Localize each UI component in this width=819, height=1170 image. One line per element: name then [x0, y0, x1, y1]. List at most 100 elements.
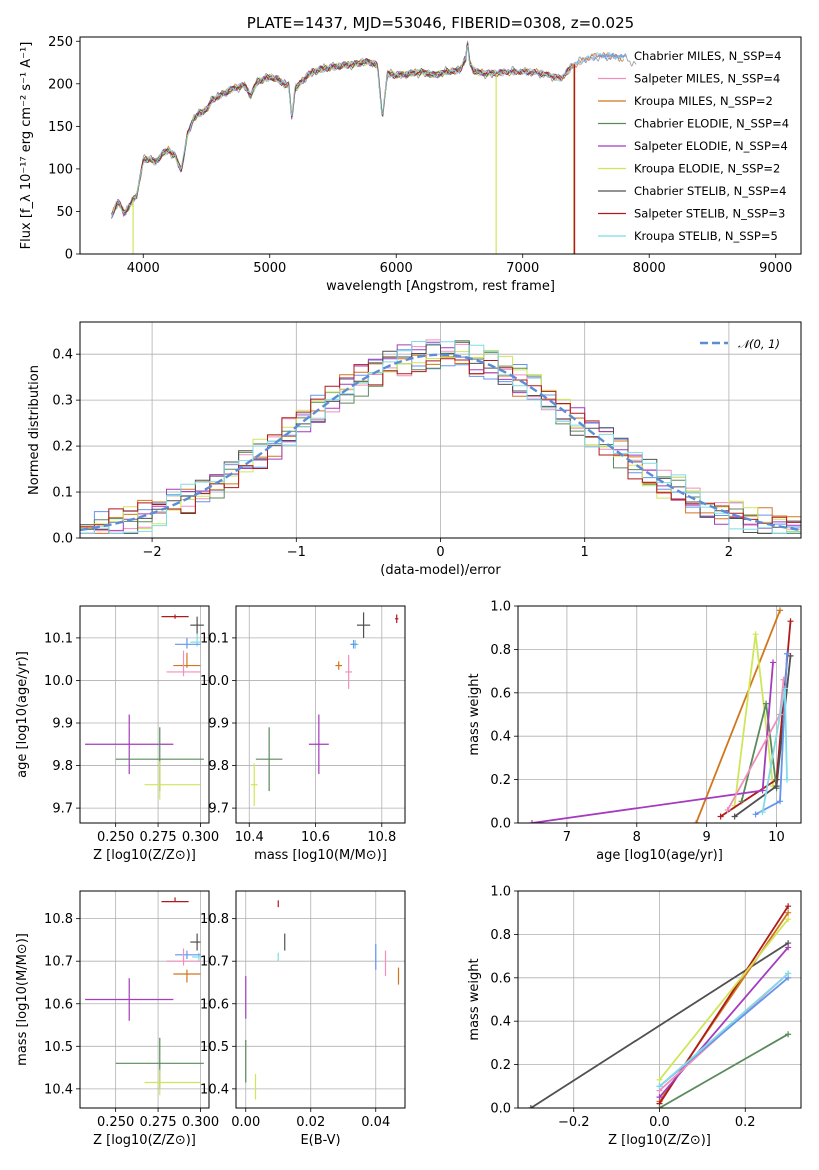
- mass-weight-marker: [528, 820, 535, 823]
- mass-weight-marker: [787, 618, 794, 625]
- mass_weight_vs_Z-ytick-label: 1.0: [490, 885, 511, 900]
- mass_weight_vs_Z-xtick-label: −0.2: [558, 1115, 590, 1130]
- mass-weight-marker: [752, 631, 759, 638]
- spectrum-xtick-label: 5000: [253, 261, 286, 276]
- spectrum-frame: [79, 36, 802, 255]
- mass-weight-marker: [785, 916, 792, 923]
- mass_weight_vs_Z-axes: −0.2 0.0 0.2 0.0 0.2 0.4 0.6 0.8 1.0: [490, 885, 801, 1130]
- residuals-ylabel: Normed distribution: [27, 365, 42, 495]
- spectrum-title: PLATE=1437, MJD=53046, FIBERID=0308, z=0…: [247, 14, 634, 32]
- model-spectrum-line: [111, 45, 625, 215]
- mass-weight-marker: [738, 798, 745, 805]
- mass-weight-marker: [656, 1094, 663, 1101]
- mass_vs_ebv-ytick-label: 10.4: [200, 1082, 229, 1097]
- mass-weight-line: [659, 1033, 789, 1108]
- legend-label: Salpeter ELODIE, N_SSP=4: [634, 139, 788, 153]
- mass-weight-marker: [787, 652, 794, 659]
- age_vs_Z-xtick-label: 0.300: [182, 830, 219, 845]
- mass-weight-marker: [527, 1105, 534, 1108]
- spectrum-ylabel: Flux [f_λ 10⁻¹⁷ erg cm⁻² s⁻¹ A⁻¹]: [19, 42, 34, 250]
- mass_vs_ebv-ytick-label: 10.8: [200, 912, 229, 927]
- mass_weight_vs_age-xtick-label: 9: [703, 830, 711, 845]
- mass_weight_vs_age-xtick-label: 8: [633, 830, 641, 845]
- mass_vs_ebv-ytick-label: 10.5: [200, 1040, 229, 1055]
- mass-weight-marker: [777, 607, 784, 614]
- legend-label: Salpeter STELIB, N_SSP=3: [634, 207, 785, 221]
- mass_weight_vs_Z-ytick-label: 0.6: [490, 971, 511, 986]
- age_vs_Z-ytick-label: 10.0: [44, 674, 73, 689]
- age_vs_Z-axes: 0.250 0.275 0.300 9.7 9.8 9.9 10.0 10.1: [44, 606, 219, 845]
- age_vs_mass-frame: [235, 605, 406, 824]
- model-spectrum-line: [111, 44, 625, 216]
- mass_vs_Z-ytick-label: 10.7: [44, 955, 73, 970]
- mass_weight_vs_age-ytick-label: 0.4: [490, 730, 511, 745]
- mass_weight_vs_Z-xtick-label: 0.2: [735, 1115, 756, 1130]
- legend-label: Kroupa ELODIE, N_SSP=2: [634, 162, 780, 176]
- mass-weight-marker: [717, 813, 724, 820]
- age_vs_mass-xtick-label: 10.4: [235, 830, 264, 845]
- residual-histogram: [80, 349, 801, 532]
- residuals-ytick-label: 0.0: [52, 532, 73, 547]
- legend-label: Kroupa MILES, N_SSP=2: [634, 94, 773, 108]
- mass_vs_Z-ytick-label: 10.8: [44, 912, 73, 927]
- mass_weight_vs_Z-xtick-label: 0.0: [649, 1115, 670, 1130]
- mass-weight-marker: [784, 776, 791, 783]
- age_vs_mass-xlabel: mass [log10(M/M⊙)]: [254, 848, 387, 863]
- age_vs_Z-ytick-label: 9.8: [52, 759, 73, 774]
- spectrum-ytick-label: 0: [65, 248, 73, 263]
- age_vs_mass-ytick-label: 10.0: [200, 674, 229, 689]
- age_vs_Z-ytick-label: 10.1: [44, 631, 73, 646]
- spectrum-plot-area: [111, 40, 637, 254]
- residuals-ytick-label: 0.4: [52, 348, 73, 363]
- residuals-xtick-label: −1: [287, 545, 306, 560]
- age_vs_mass-ytick-label: 9.8: [208, 759, 229, 774]
- residual-histogram: [80, 341, 801, 534]
- residuals-ytick-label: 0.3: [52, 394, 73, 409]
- residuals-xtick-label: 0: [436, 545, 444, 560]
- mass-weight-marker: [759, 787, 766, 794]
- age_vs_mass-ytick-label: 9.7: [208, 802, 229, 817]
- legend-label: Salpeter MILES, N_SSP=4: [634, 72, 780, 86]
- age_vs_mass-ytick-label: 10.1: [200, 631, 229, 646]
- mass_weight_vs_Z-ylabel: mass weight: [467, 958, 482, 1040]
- mass-weight-marker: [773, 783, 780, 790]
- mass-weight-marker: [777, 798, 784, 805]
- mass-weight-marker: [656, 1083, 663, 1090]
- spectrum-xtick-label: 7000: [506, 261, 539, 276]
- mass_vs_ebv-xtick-label: 0.02: [296, 1115, 325, 1130]
- age_vs_Z-frame: [79, 605, 210, 824]
- mass_vs_Z-xtick-label: 0.300: [182, 1115, 219, 1130]
- mass-weight-marker: [784, 650, 791, 657]
- residual-histogram: [80, 358, 801, 528]
- mass-weight-marker: [724, 806, 731, 813]
- mass_vs_Z-xtick-label: 0.250: [97, 1115, 134, 1130]
- age_vs_Z-xtick-label: 0.250: [97, 830, 134, 845]
- mass_vs_Z-ytick-label: 10.4: [44, 1082, 73, 1097]
- age_vs_Z-plot-area: [85, 614, 204, 800]
- mass_weight_vs_Z-xlabel: Z [log10(Z/Z⊙)]: [608, 1133, 711, 1148]
- mass-weight-marker: [785, 944, 792, 951]
- spectrum-ytick-label: 50: [56, 205, 73, 220]
- mass_weight_vs_age-ytick-label: 0.2: [490, 773, 511, 788]
- mass-weight-line: [658, 918, 789, 1081]
- mass_weight_vs_Z-ytick-label: 0.4: [490, 1015, 511, 1030]
- mass_vs_Z-frame: [79, 890, 210, 1109]
- age_vs_Z-ytick-label: 9.7: [52, 802, 73, 817]
- mass_weight_vs_age-frame: [517, 605, 802, 824]
- mass_vs_Z-xlabel: Z [log10(Z/Z⊙)]: [93, 1133, 196, 1148]
- spectrum-xtick-label: 8000: [633, 261, 666, 276]
- mass_weight_vs_age-xlabel: age [log10(age/yr)]: [596, 848, 723, 863]
- residuals-xtick-label: 2: [725, 545, 733, 560]
- mass_weight_vs_Z-ytick-label: 0.2: [490, 1058, 511, 1073]
- mass-weight-marker: [693, 820, 700, 823]
- spectrum-ytick-label: 150: [48, 120, 73, 135]
- legend-label: Chabrier MILES, N_SSP=4: [634, 49, 781, 63]
- legend-label: 𝒩(0, 1): [738, 337, 780, 351]
- spectrum-ytick-label: 250: [48, 35, 73, 50]
- mass_vs_ebv-ytick-label: 10.7: [200, 955, 229, 970]
- mass_weight_vs_age-xtick-label: 7: [563, 830, 571, 845]
- age_vs_mass-plot-area: [250, 612, 399, 806]
- residuals-xtick-label: −2: [143, 545, 162, 560]
